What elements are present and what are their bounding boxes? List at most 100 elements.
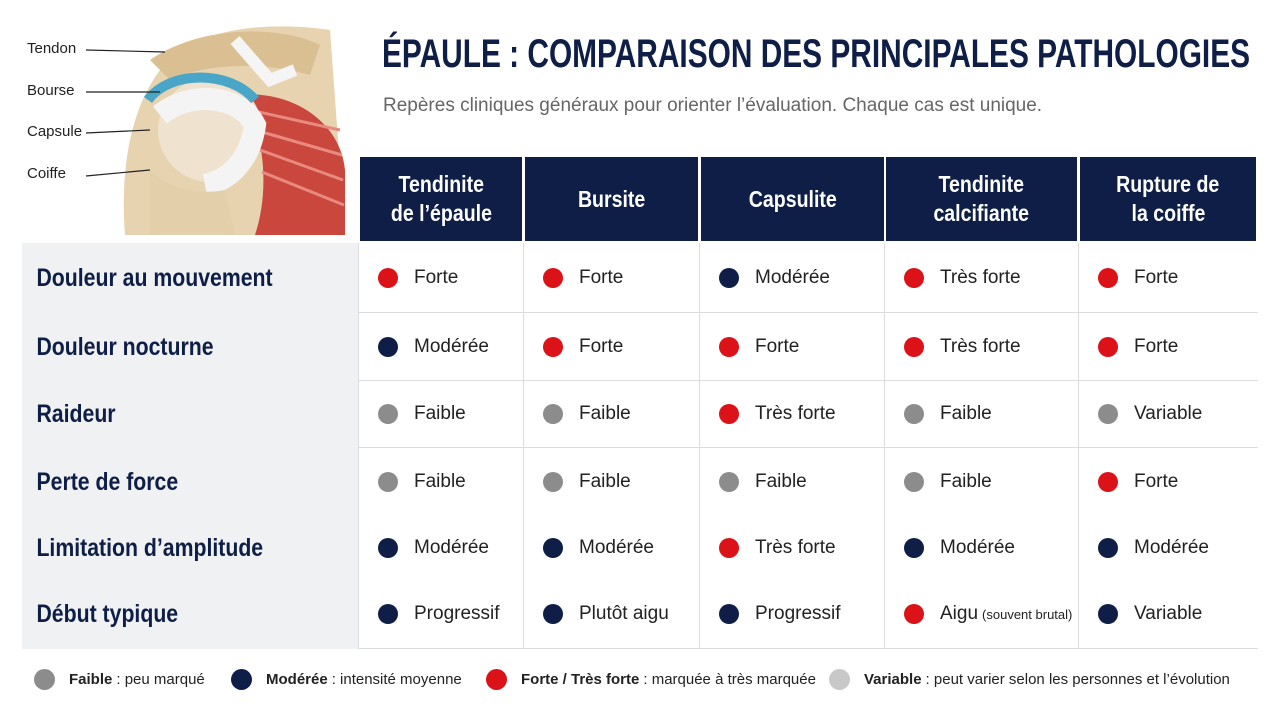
cell-text: Faible xyxy=(414,403,466,424)
table-cell: Modérée xyxy=(699,243,886,313)
legend-term: Modérée xyxy=(266,670,328,688)
row-label: Début typique xyxy=(22,580,358,651)
table-cell: Forte xyxy=(358,243,524,313)
illustration-label: Tendon xyxy=(27,40,77,57)
cell-text: Modérée xyxy=(414,335,489,357)
column-header-line: Tendinite xyxy=(398,171,484,197)
cell-text: Modérée xyxy=(1134,536,1209,558)
cell-text: Forte xyxy=(579,335,624,357)
table-cell: Progressif xyxy=(699,580,886,649)
column-header: Capsulite xyxy=(701,157,884,241)
cell-text: Forte xyxy=(1134,335,1179,357)
table-cell: Forte xyxy=(523,243,700,313)
severity-dot xyxy=(1098,267,1118,288)
shoulder-illustration xyxy=(85,26,345,236)
cell-text: Faible xyxy=(579,470,631,492)
row-label: Douleur au mouvement xyxy=(22,243,358,315)
severity-dot xyxy=(719,604,739,624)
column-header: Rupture de la coiffe xyxy=(1080,157,1256,241)
severity-dot xyxy=(904,404,924,424)
table-cell: Forte xyxy=(1078,448,1258,516)
severity-dot xyxy=(378,404,398,424)
legend-item: Variable: peut varier selon les personne… xyxy=(829,668,1230,690)
severity-dot xyxy=(378,537,398,558)
severity-dot xyxy=(904,604,924,624)
table-cell: Plutôt aigu xyxy=(523,580,700,649)
illustration-label: Capsule xyxy=(27,123,83,140)
severity-dot xyxy=(378,471,398,492)
table-cell: Modérée xyxy=(884,515,1079,581)
legend-dot xyxy=(231,668,252,690)
cell-text: Forte xyxy=(579,266,624,288)
column-header-line: calcifiante xyxy=(933,200,1030,226)
table-cell: Très forte xyxy=(699,381,886,448)
table-cell: Faible xyxy=(884,381,1079,448)
row-label-text: Limitation d’amplitude xyxy=(36,533,264,562)
table-cell: Modérée xyxy=(523,515,700,581)
legend-term: Forte / Très forte xyxy=(521,670,640,688)
table-cell: Forte xyxy=(523,313,700,381)
cell-text: Plutôt aigu xyxy=(579,603,669,624)
table-cell: Faible xyxy=(358,381,524,448)
legend-term: Faible xyxy=(69,670,113,688)
column-header-line: Bursite xyxy=(577,185,646,212)
cell-text: Faible xyxy=(579,403,631,424)
legend-item: Forte / Très forte: marquée à très marqu… xyxy=(486,668,816,690)
table-cell: Modérée xyxy=(358,313,524,381)
row-label-text: Douleur au mouvement xyxy=(36,263,273,292)
page-title: ÉPAULE : COMPARAISON DES PRINCIPALES PAT… xyxy=(382,32,1251,76)
legend-desc: : peu marqué xyxy=(116,670,205,688)
legend-item: Faible: peu marqué xyxy=(34,668,205,690)
column-header: Tendinite de l’épaule xyxy=(360,157,522,241)
severity-dot xyxy=(1098,471,1118,492)
cell-text: Faible xyxy=(414,470,466,492)
column-header-line: de l’épaule xyxy=(390,200,492,226)
cell-text: Forte xyxy=(414,266,459,288)
table-cell: Modérée xyxy=(1078,515,1258,581)
cell-text: Modérée xyxy=(755,266,830,288)
severity-dot xyxy=(378,336,398,357)
legend-desc: : intensité moyenne xyxy=(331,670,462,688)
table-cell: Très forte xyxy=(884,313,1079,381)
cell-text: Très forte xyxy=(755,536,836,558)
illustration-label: Bourse xyxy=(27,82,75,99)
severity-dot xyxy=(543,537,563,558)
table-cell: Progressif xyxy=(358,580,524,649)
column-header-line: Capsulite xyxy=(748,185,837,212)
table-cell: Faible xyxy=(884,448,1079,516)
severity-dot xyxy=(904,267,924,288)
cell-text: Progressif xyxy=(414,603,500,624)
column-header-line: Rupture de xyxy=(1116,171,1220,197)
column-header-line: la coiffe xyxy=(1131,200,1205,226)
cell-text: Très forte xyxy=(940,335,1021,357)
legend-dot xyxy=(34,668,55,690)
severity-dot xyxy=(543,267,563,288)
table-cell: Faible xyxy=(523,381,700,448)
table-cell: Variable xyxy=(1078,580,1258,649)
cell-text: Modérée xyxy=(940,536,1015,558)
severity-dot xyxy=(1098,404,1118,424)
severity-dot xyxy=(904,336,924,357)
legend-item: Modérée: intensité moyenne xyxy=(231,668,462,690)
cell-text: Modérée xyxy=(579,536,654,558)
severity-dot xyxy=(719,336,739,357)
table-cell: Variable xyxy=(1078,381,1258,448)
severity-dot xyxy=(719,404,739,424)
row-label: Douleur nocturne xyxy=(22,313,358,383)
row-label-text: Raideur xyxy=(36,400,116,428)
severity-dot xyxy=(904,537,924,558)
cell-text: Aigu xyxy=(940,603,979,624)
table-cell: Faible xyxy=(699,448,886,516)
column-header: Tendinite calcifiante xyxy=(886,157,1077,241)
column-header: Bursite xyxy=(525,157,698,241)
row-label: Perte de force xyxy=(22,448,358,518)
column-header-line: Tendinite xyxy=(938,171,1025,197)
severity-dot xyxy=(543,404,563,424)
severity-dot xyxy=(543,471,563,492)
legend-desc: : marquée à très marquée xyxy=(643,670,816,688)
cell-note: (souvent brutal) xyxy=(982,606,1073,622)
table-cell: Forte xyxy=(1078,243,1258,313)
severity-dot xyxy=(1098,537,1118,558)
cell-text: Très forte xyxy=(755,403,836,424)
